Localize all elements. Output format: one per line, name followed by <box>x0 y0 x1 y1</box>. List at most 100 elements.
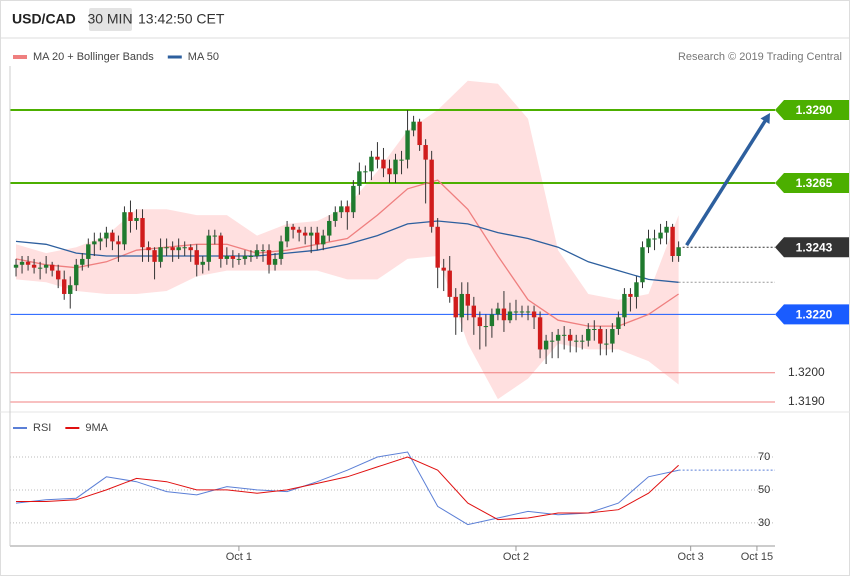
candle-body <box>242 256 248 259</box>
candle-body <box>363 171 368 173</box>
candle-body <box>610 329 615 344</box>
candle-body <box>471 305 477 318</box>
x-tick-label: Oct 3 <box>678 551 704 563</box>
candle-body <box>393 159 398 175</box>
candle-body <box>423 145 428 160</box>
candle-body <box>658 232 663 239</box>
candle-body <box>278 241 284 259</box>
candle-body <box>218 235 224 259</box>
legend-label: MA 20 + Bollinger Bands <box>33 51 154 63</box>
candle-body <box>345 206 350 213</box>
candle-body <box>98 238 103 242</box>
candle-body <box>176 247 181 251</box>
candle-body <box>116 241 121 245</box>
y-tick-label: 70 <box>758 451 770 463</box>
candle-body <box>284 226 290 242</box>
candle-body <box>537 317 543 350</box>
candle-body <box>598 329 603 344</box>
level-label-box <box>775 304 849 325</box>
candle-body <box>170 247 175 251</box>
candle-body <box>122 212 127 245</box>
candle-body <box>381 159 386 169</box>
candle-body <box>110 232 115 242</box>
candle-body <box>308 232 314 236</box>
candle-body <box>86 244 91 259</box>
candle-body <box>321 235 326 245</box>
candle-body <box>68 285 73 294</box>
candle-body <box>92 241 97 245</box>
y-tick-label: 30 <box>758 517 770 529</box>
interval: 30 MIN <box>87 11 132 27</box>
candle-body <box>519 311 525 313</box>
indicator-line <box>15 451 679 526</box>
candle-body <box>357 171 362 186</box>
ma-line <box>15 179 679 327</box>
level-label-box <box>775 237 849 258</box>
candle-body <box>501 308 507 321</box>
candle-body <box>200 261 205 265</box>
candle-body <box>580 340 585 342</box>
ma-line <box>15 220 679 283</box>
candle-body <box>266 250 272 265</box>
candle-body <box>525 311 531 313</box>
candle-body <box>25 261 31 265</box>
candle-body <box>483 326 489 328</box>
forecast-arrowhead <box>760 113 770 124</box>
level-label: 1.3200 <box>788 365 825 379</box>
candle-body <box>74 264 79 286</box>
candle-body <box>387 168 392 175</box>
candle-body <box>634 282 639 297</box>
candle-body <box>134 218 139 221</box>
indicator-line <box>16 456 679 521</box>
candle-body <box>80 258 85 265</box>
candle-body <box>646 238 651 248</box>
candle-body <box>31 264 37 268</box>
legend-label: 9MA <box>85 422 108 434</box>
candle-body <box>62 279 67 294</box>
candle-body <box>260 250 266 252</box>
candle-body <box>212 235 218 237</box>
candle-body <box>55 270 61 280</box>
candle-body <box>664 226 669 233</box>
interval-box <box>89 8 132 31</box>
credit: Research © 2019 Trading Central <box>678 51 842 63</box>
candle-body <box>435 226 440 268</box>
candle-body <box>543 340 549 350</box>
candle-body <box>586 329 591 341</box>
candle-body <box>561 334 567 336</box>
x-tick-label: Oct 2 <box>503 551 529 563</box>
candle-body <box>49 264 55 271</box>
candle-body <box>13 264 19 268</box>
candle-body <box>411 121 416 131</box>
candle-body <box>158 247 163 262</box>
candle-body <box>146 247 151 251</box>
candle-body <box>453 296 458 318</box>
candle-body <box>441 267 446 271</box>
candle-body <box>290 226 296 230</box>
candle-body <box>513 311 519 313</box>
candle-body <box>19 261 25 265</box>
timestamp: 13:42:50 CET <box>138 11 225 27</box>
candle-body <box>616 317 621 329</box>
level-label: 1.3290 <box>796 103 833 117</box>
bollinger-band <box>16 80 679 400</box>
candle-body <box>152 250 157 262</box>
candle-body <box>43 264 49 268</box>
candle-body <box>37 267 43 269</box>
candle-body <box>399 159 404 161</box>
candle-body <box>477 317 483 327</box>
legend-label: MA 50 <box>188 51 219 63</box>
candle-body <box>302 232 308 236</box>
candle-body <box>236 258 242 260</box>
candle-body <box>676 247 681 256</box>
candle-body <box>327 220 332 236</box>
candle-body <box>417 121 422 146</box>
candle-body <box>567 334 573 341</box>
candle-body <box>188 247 193 251</box>
candle-body <box>465 293 470 306</box>
level-label: 1.3265 <box>796 176 833 190</box>
candle-body <box>531 311 537 318</box>
candle-body <box>375 156 380 160</box>
candle-body <box>549 340 555 342</box>
